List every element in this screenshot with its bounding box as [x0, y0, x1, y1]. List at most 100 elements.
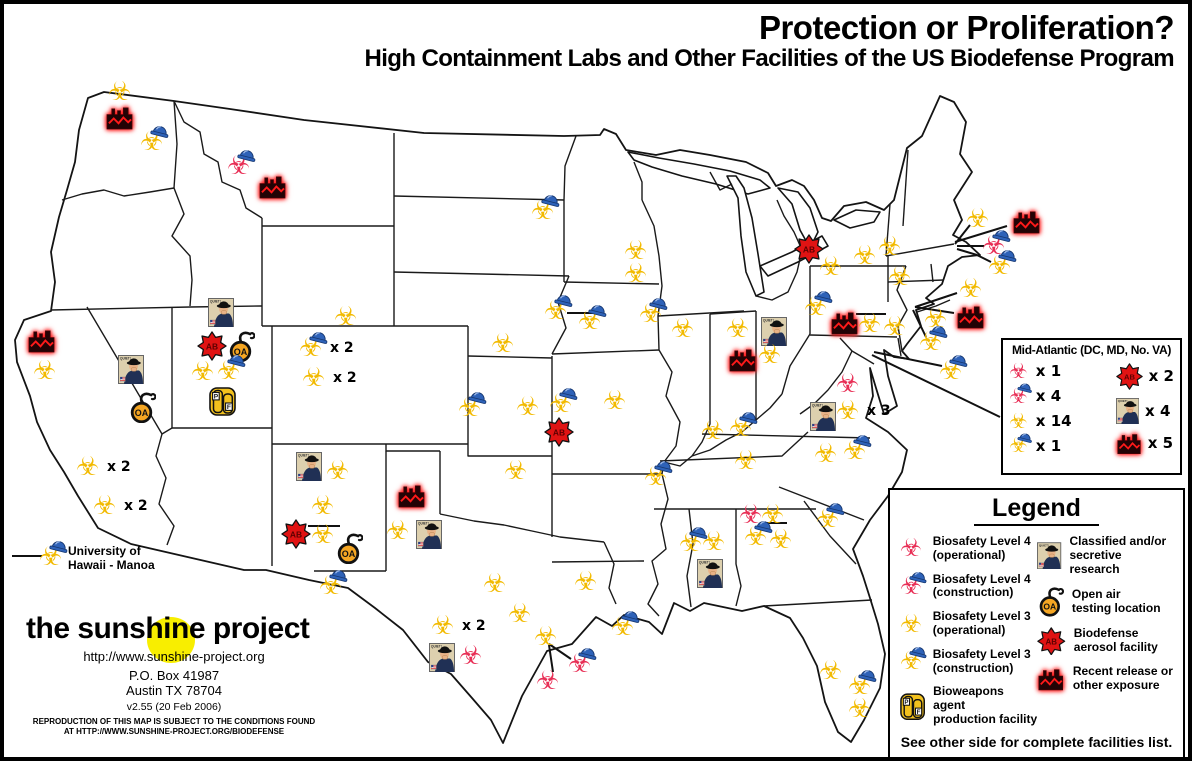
- item-count: x 2: [1148, 367, 1174, 386]
- mid-atlantic-title: Mid-Atlantic (DC, MD, No. VA): [1011, 343, 1172, 357]
- marker-bsl3-operational: ☣: [959, 276, 985, 302]
- legend-item-bsl3-operational: ☣ Biosafety Level 3 (operational): [900, 609, 1037, 638]
- marker-bsl3-operational: ☣: [33, 358, 59, 384]
- svg-text:P: P: [213, 394, 218, 401]
- svg-text:AB: AB: [206, 341, 218, 351]
- svg-text:QUIET!: QUIET!: [763, 318, 774, 322]
- biohazard-icon: ☣: [739, 500, 763, 530]
- item-count: x 4: [1145, 401, 1171, 420]
- item-label: Open air testing location: [1071, 586, 1161, 615]
- aerosol-star-icon: AB: [544, 417, 574, 447]
- marker-count-label: x 2: [462, 618, 486, 634]
- marker-open-air-testing: OA: [128, 391, 156, 423]
- marker-bsl3-operational: ☣ x 3: [836, 398, 891, 424]
- biohazard-icon: ☣: [900, 533, 923, 563]
- svg-text:QUIET!: QUIET!: [699, 560, 710, 564]
- hard-hat-icon: [998, 250, 1017, 263]
- legend-item-open-air-testing: OA Open air testing location: [1037, 586, 1173, 617]
- marker-classified-research: QUIET!: [416, 519, 442, 549]
- hard-hat-icon: [853, 435, 872, 448]
- biohazard-icon: ☣: [883, 312, 907, 342]
- spy-icon: QUIET!: [697, 558, 723, 588]
- marker-bsl3-operational: ☣: [534, 624, 560, 650]
- marker-bsl4-construction: ☣: [227, 150, 256, 179]
- marker-bsl3-operational: ☣: [819, 254, 845, 280]
- marker-bsl3-operational: ☣: [819, 658, 845, 684]
- mid-atlantic-grid: ☣ x 1 ☣ x 4 ☣ x 14 ☣ x 1 AB x 2 QUIET! x 4 …: [1007, 357, 1176, 458]
- marker-bsl3-construction: ☣: [458, 392, 487, 421]
- svg-text:QUIET!: QUIET!: [431, 644, 442, 648]
- spy-icon: QUIET!: [761, 316, 787, 346]
- svg-text:QUIET!: QUIET!: [1039, 543, 1049, 547]
- biohazard-icon: ☣: [836, 369, 860, 399]
- marker-bsl3-construction: ☣: [140, 126, 169, 155]
- marker-bsl3-operational: ☣: [574, 569, 600, 595]
- marker-bsl3-operational: ☣: [504, 458, 530, 484]
- marker-classified-research: QUIET!: [429, 642, 455, 672]
- hard-hat-icon: [689, 527, 708, 540]
- item-label: Biosafety Level 3 (operational): [932, 609, 1031, 637]
- marker-bsl3-operational: ☣: [671, 316, 697, 342]
- hard-hat-icon: [739, 412, 758, 425]
- biohazard-icon: ☣: [93, 491, 117, 521]
- hard-hat-icon: [237, 150, 256, 163]
- marker-bsl3-operational: ☣: [311, 493, 337, 519]
- marker-recent-release: [728, 347, 757, 372]
- hard-hat-icon: [929, 326, 948, 339]
- legend-item-aerosol-facility: AB Biodefense aerosol facility: [1037, 626, 1173, 656]
- callout-line: [548, 644, 554, 673]
- marker-bsl3-operational: ☣: [848, 696, 874, 722]
- item-count: x 1: [1035, 362, 1062, 381]
- reproduction-notice: REPRODUCTION OF THIS MAP IS SUBJECT TO T…: [32, 717, 316, 736]
- marker-aerosol-facility: AB: [281, 519, 311, 549]
- marker-bsl3-operational: ☣: [883, 314, 909, 340]
- page-subtitle: High Containment Labs and Other Faciliti…: [364, 45, 1174, 73]
- hard-hat-icon: [909, 571, 927, 583]
- aerosol-star-icon: AB: [1115, 363, 1143, 390]
- legend-title: Legend: [900, 494, 1173, 526]
- open-air-bomb-icon: OA: [1039, 587, 1064, 617]
- mid-atlantic-item-bsl3-construction: ☣ x 1: [1009, 433, 1072, 456]
- marker-classified-research: QUIET!: [296, 451, 322, 481]
- factory-release-icon: [1038, 669, 1064, 691]
- legend-footer: See other side for complete facilities l…: [900, 734, 1173, 750]
- item-label: Classified and/or secretive research: [1069, 534, 1167, 576]
- biohazard-icon: ☣: [924, 304, 948, 334]
- marker-bsl3-construction: ☣: [939, 355, 968, 384]
- biohazard-icon: ☣: [536, 666, 560, 696]
- marker-bsl3-construction: ☣: [578, 305, 607, 334]
- hard-hat-icon: [649, 298, 668, 311]
- biohazard-icon: ☣: [508, 599, 532, 629]
- hard-hat-icon: [588, 305, 607, 318]
- marker-bsl3-construction: ☣: [39, 541, 68, 570]
- spy-icon: QUIET!: [416, 519, 442, 549]
- hard-hat-icon: [992, 230, 1011, 243]
- marker-bsl3-operational: ☣: [624, 238, 650, 264]
- marker-recent-release: [1012, 209, 1041, 234]
- marker-count-label: x 2: [333, 370, 357, 386]
- marker-classified-research: QUIET!: [118, 354, 144, 384]
- aerosol-star-icon: AB: [1037, 627, 1066, 656]
- open-air-bomb-icon: OA: [337, 533, 363, 564]
- marker-recent-release: [105, 105, 134, 130]
- spy-icon: QUIET!: [296, 451, 322, 481]
- marker-bsl4-operational: ☣: [836, 371, 862, 397]
- marker-bsl3-operational: ☣: [924, 306, 950, 332]
- spy-icon: QUIET!: [118, 354, 144, 384]
- title-block: Protection or Proliferation? High Contai…: [364, 9, 1174, 73]
- us-map: [14, 91, 981, 744]
- factory-release-icon: [28, 330, 54, 352]
- biohazard-icon: ☣: [624, 236, 648, 266]
- hard-hat-icon: [858, 670, 877, 683]
- aerosol-star-icon: AB: [197, 331, 227, 361]
- marker-classified-research: QUIET!: [697, 558, 723, 588]
- hard-hat-icon: [49, 541, 68, 554]
- hard-hat-icon: [309, 332, 328, 345]
- biohazard-icon: ☣: [761, 500, 785, 530]
- mid-atlantic-item-classified-research: QUIET! x 4: [1115, 397, 1174, 424]
- marker-bsl3-operational: ☣: [483, 571, 509, 597]
- hard-hat-icon: [468, 392, 487, 405]
- svg-text:F: F: [226, 404, 230, 411]
- spy-icon: QUIET!: [1037, 542, 1062, 570]
